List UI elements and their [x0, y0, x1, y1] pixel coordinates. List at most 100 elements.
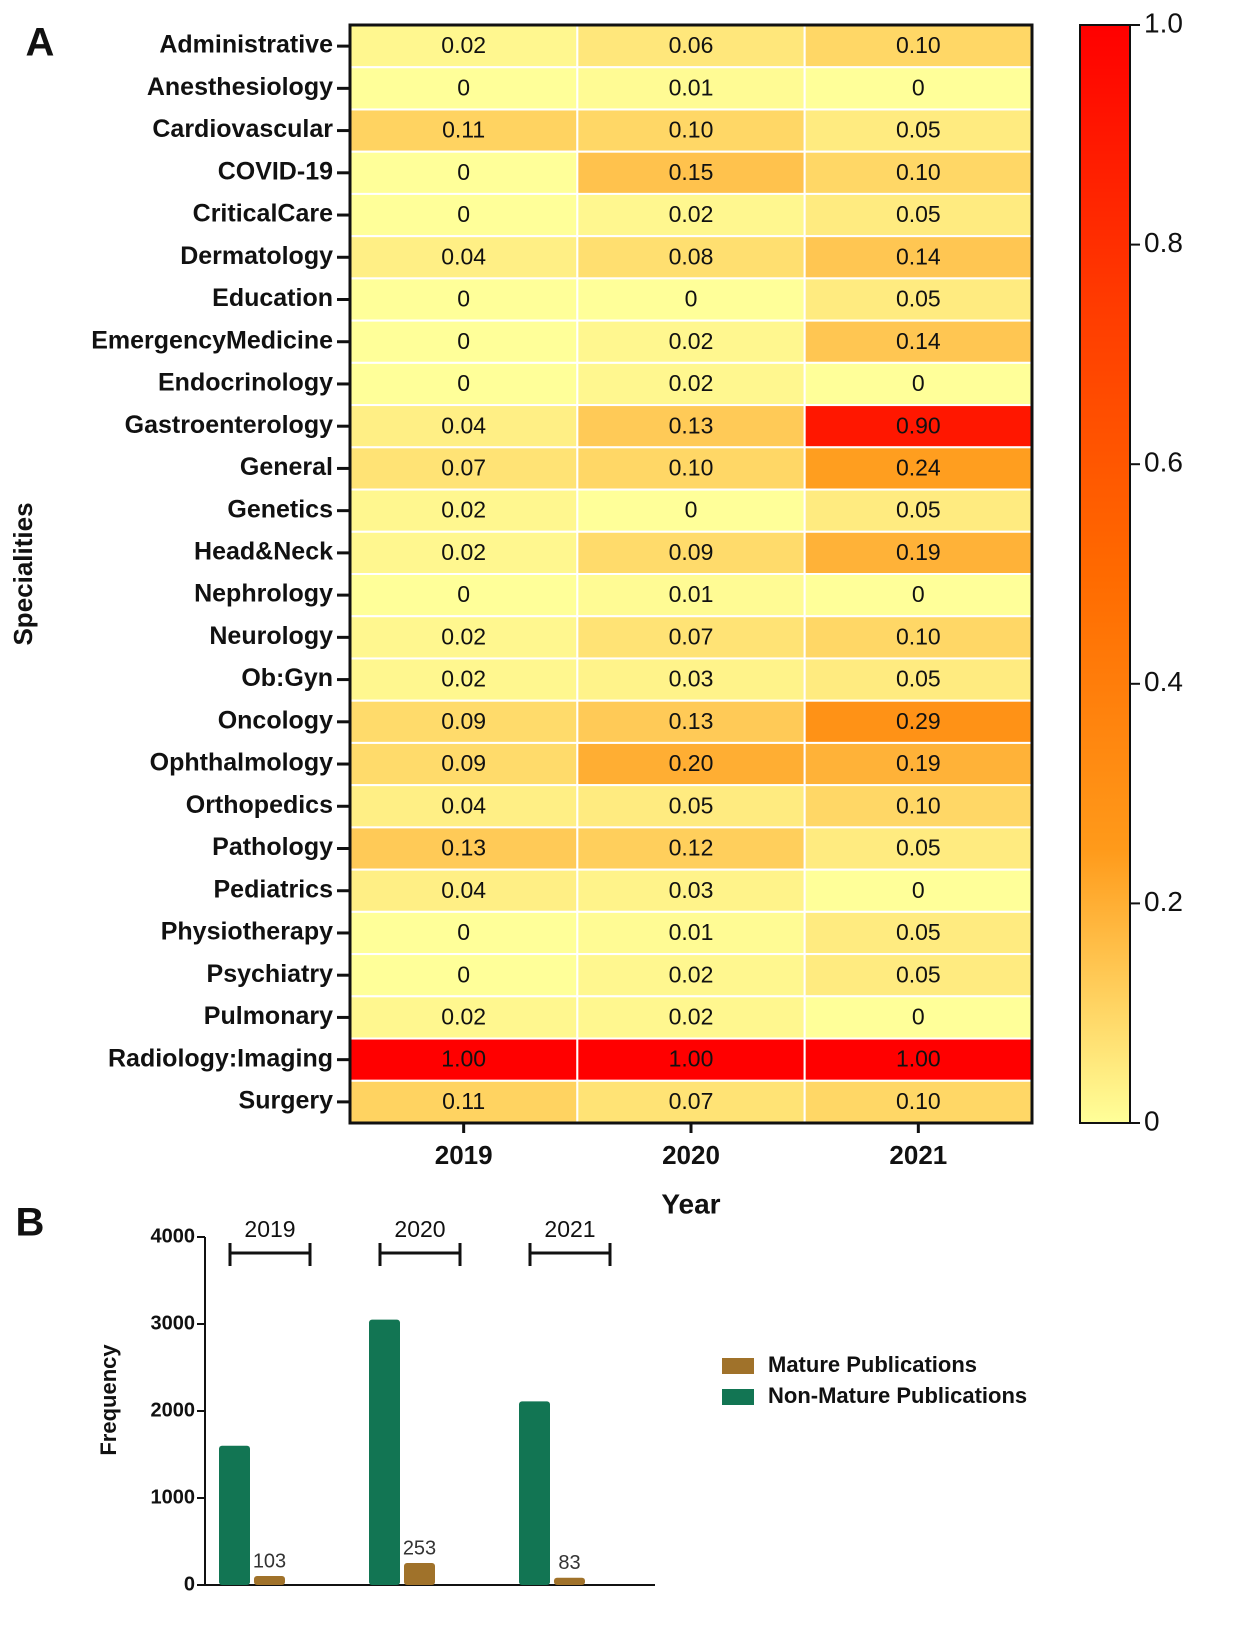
heatmap-cell — [803, 488, 1034, 533]
value-label: 83 — [558, 1552, 580, 1574]
colorbar-tick-label: 0.6 — [1144, 447, 1183, 478]
y-tick-label: General — [240, 453, 333, 481]
y-tick-label: CriticalCare — [193, 200, 333, 228]
y-tick-label: Anesthesiology — [147, 73, 333, 101]
cell-label: 0.02 — [669, 328, 714, 354]
colorbar-tick-label: 0.4 — [1144, 666, 1183, 697]
heatmap-cell — [576, 826, 806, 871]
cell-label: 0 — [685, 286, 698, 312]
y-tick-label: Surgery — [239, 1086, 334, 1114]
cell-label: 0.04 — [441, 412, 486, 438]
cell-label: 0.03 — [669, 666, 714, 692]
cell-label: 0.02 — [441, 32, 486, 58]
cell-label: 0.29 — [896, 708, 941, 734]
y-tick-label: Education — [212, 284, 333, 312]
cell-label: 0.05 — [669, 792, 714, 818]
heatmap-cell — [576, 488, 806, 533]
y-tick-label: Cardiovascular — [152, 115, 333, 143]
heatmap-cell — [803, 1079, 1034, 1125]
cell-label: 0.12 — [669, 835, 714, 861]
cell-label: 0.05 — [896, 117, 941, 143]
cell-label: 0.05 — [896, 835, 941, 861]
heatmap-cell — [576, 699, 806, 744]
cell-label: 0.09 — [441, 750, 486, 776]
heatmap-cell — [803, 235, 1034, 280]
heatmap-cell — [803, 615, 1034, 660]
y-tick-label: Dermatology — [180, 242, 333, 270]
heatmap-cell — [803, 657, 1034, 702]
cell-label: 0.04 — [441, 792, 486, 818]
heatmap-cell — [576, 319, 806, 364]
heatmap-cell — [803, 66, 1034, 111]
heatmap-cell — [576, 995, 806, 1040]
y-tick-label: Radiology:Imaging — [108, 1044, 333, 1072]
cell-label: 0.24 — [896, 455, 941, 481]
y-tick-label: Genetics — [227, 495, 333, 523]
y-tick-label: COVID-19 — [218, 157, 333, 185]
cell-label: 0.05 — [896, 286, 941, 312]
heatmap-cell — [576, 108, 806, 153]
y-tick-label: Gastroenterology — [125, 411, 333, 439]
cell-label: 0.14 — [896, 328, 941, 354]
y-tick-label: Pulmonary — [204, 1002, 333, 1030]
heatmap-cell — [803, 530, 1034, 575]
cell-label: 0 — [912, 581, 925, 607]
heatmap-cell — [576, 235, 806, 280]
y-axis-label: Frequency — [96, 1344, 121, 1456]
cell-label: 0.13 — [441, 835, 486, 861]
cell-label: 0.04 — [441, 243, 486, 269]
cell-label: 0.02 — [669, 370, 714, 396]
heatmap-cell — [576, 1037, 806, 1082]
cell-label: 0.05 — [896, 201, 941, 227]
cell-label: 0.03 — [669, 877, 714, 903]
cell-label: 0 — [912, 1004, 925, 1030]
heatmap-cell — [803, 361, 1034, 407]
heatmap-cell — [803, 910, 1034, 956]
value-label: 253 — [403, 1537, 436, 1559]
y-tick-label: 0 — [184, 1573, 195, 1595]
heatmap-cell — [349, 615, 579, 660]
x-tick-label: 2020 — [662, 1140, 720, 1170]
cell-label: 0 — [457, 201, 470, 227]
y-tick-label: EmergencyMedicine — [91, 326, 333, 354]
heatmap-cell — [803, 108, 1034, 153]
cell-label: 0.05 — [896, 497, 941, 523]
cell-label: 0 — [457, 74, 470, 100]
cell-label: 0.02 — [441, 666, 486, 692]
panel-label: A — [26, 21, 55, 65]
bar — [519, 1401, 550, 1585]
cell-label: 0.02 — [441, 1004, 486, 1030]
y-tick-label: 3000 — [151, 1312, 196, 1334]
x-axis-label: Year — [661, 1188, 720, 1219]
x-tick-label: 2019 — [435, 1140, 493, 1170]
cell-label: 0.20 — [669, 750, 714, 776]
cell-label: 0.09 — [669, 539, 714, 565]
colorbar-tick-label: 0 — [1144, 1105, 1160, 1136]
bar — [219, 1445, 250, 1585]
cell-label: 0.15 — [669, 159, 714, 185]
heatmap-cell — [349, 404, 579, 449]
cell-label: 0.02 — [441, 623, 486, 649]
cell-label: 0 — [912, 74, 925, 100]
y-tick-label: Oncology — [218, 706, 333, 734]
colorbar-tick-label: 0.2 — [1144, 886, 1183, 917]
heatmap-cell — [803, 192, 1034, 238]
y-tick-label: Psychiatry — [207, 960, 334, 988]
cell-label: 0.14 — [896, 243, 941, 269]
cell-label: 0 — [912, 877, 925, 903]
y-tick-label: Ophthalmology — [150, 749, 333, 777]
cell-label: 0.13 — [669, 412, 714, 438]
cell-label: 0.10 — [896, 792, 941, 818]
heatmap-cell — [576, 953, 806, 998]
cell-label: 0.10 — [896, 159, 941, 185]
y-tick-label: 1000 — [151, 1486, 196, 1508]
heatmap-cell — [576, 910, 806, 956]
heatmap-cell — [576, 657, 806, 702]
cell-label: 0.11 — [442, 117, 485, 143]
cell-label: 0.05 — [896, 961, 941, 987]
cell-label: 0.02 — [669, 201, 714, 227]
cell-label: 0.06 — [669, 32, 714, 58]
heatmap-cell — [576, 404, 806, 449]
colorbar — [1079, 24, 1131, 1124]
cell-label: 0.19 — [896, 539, 941, 565]
